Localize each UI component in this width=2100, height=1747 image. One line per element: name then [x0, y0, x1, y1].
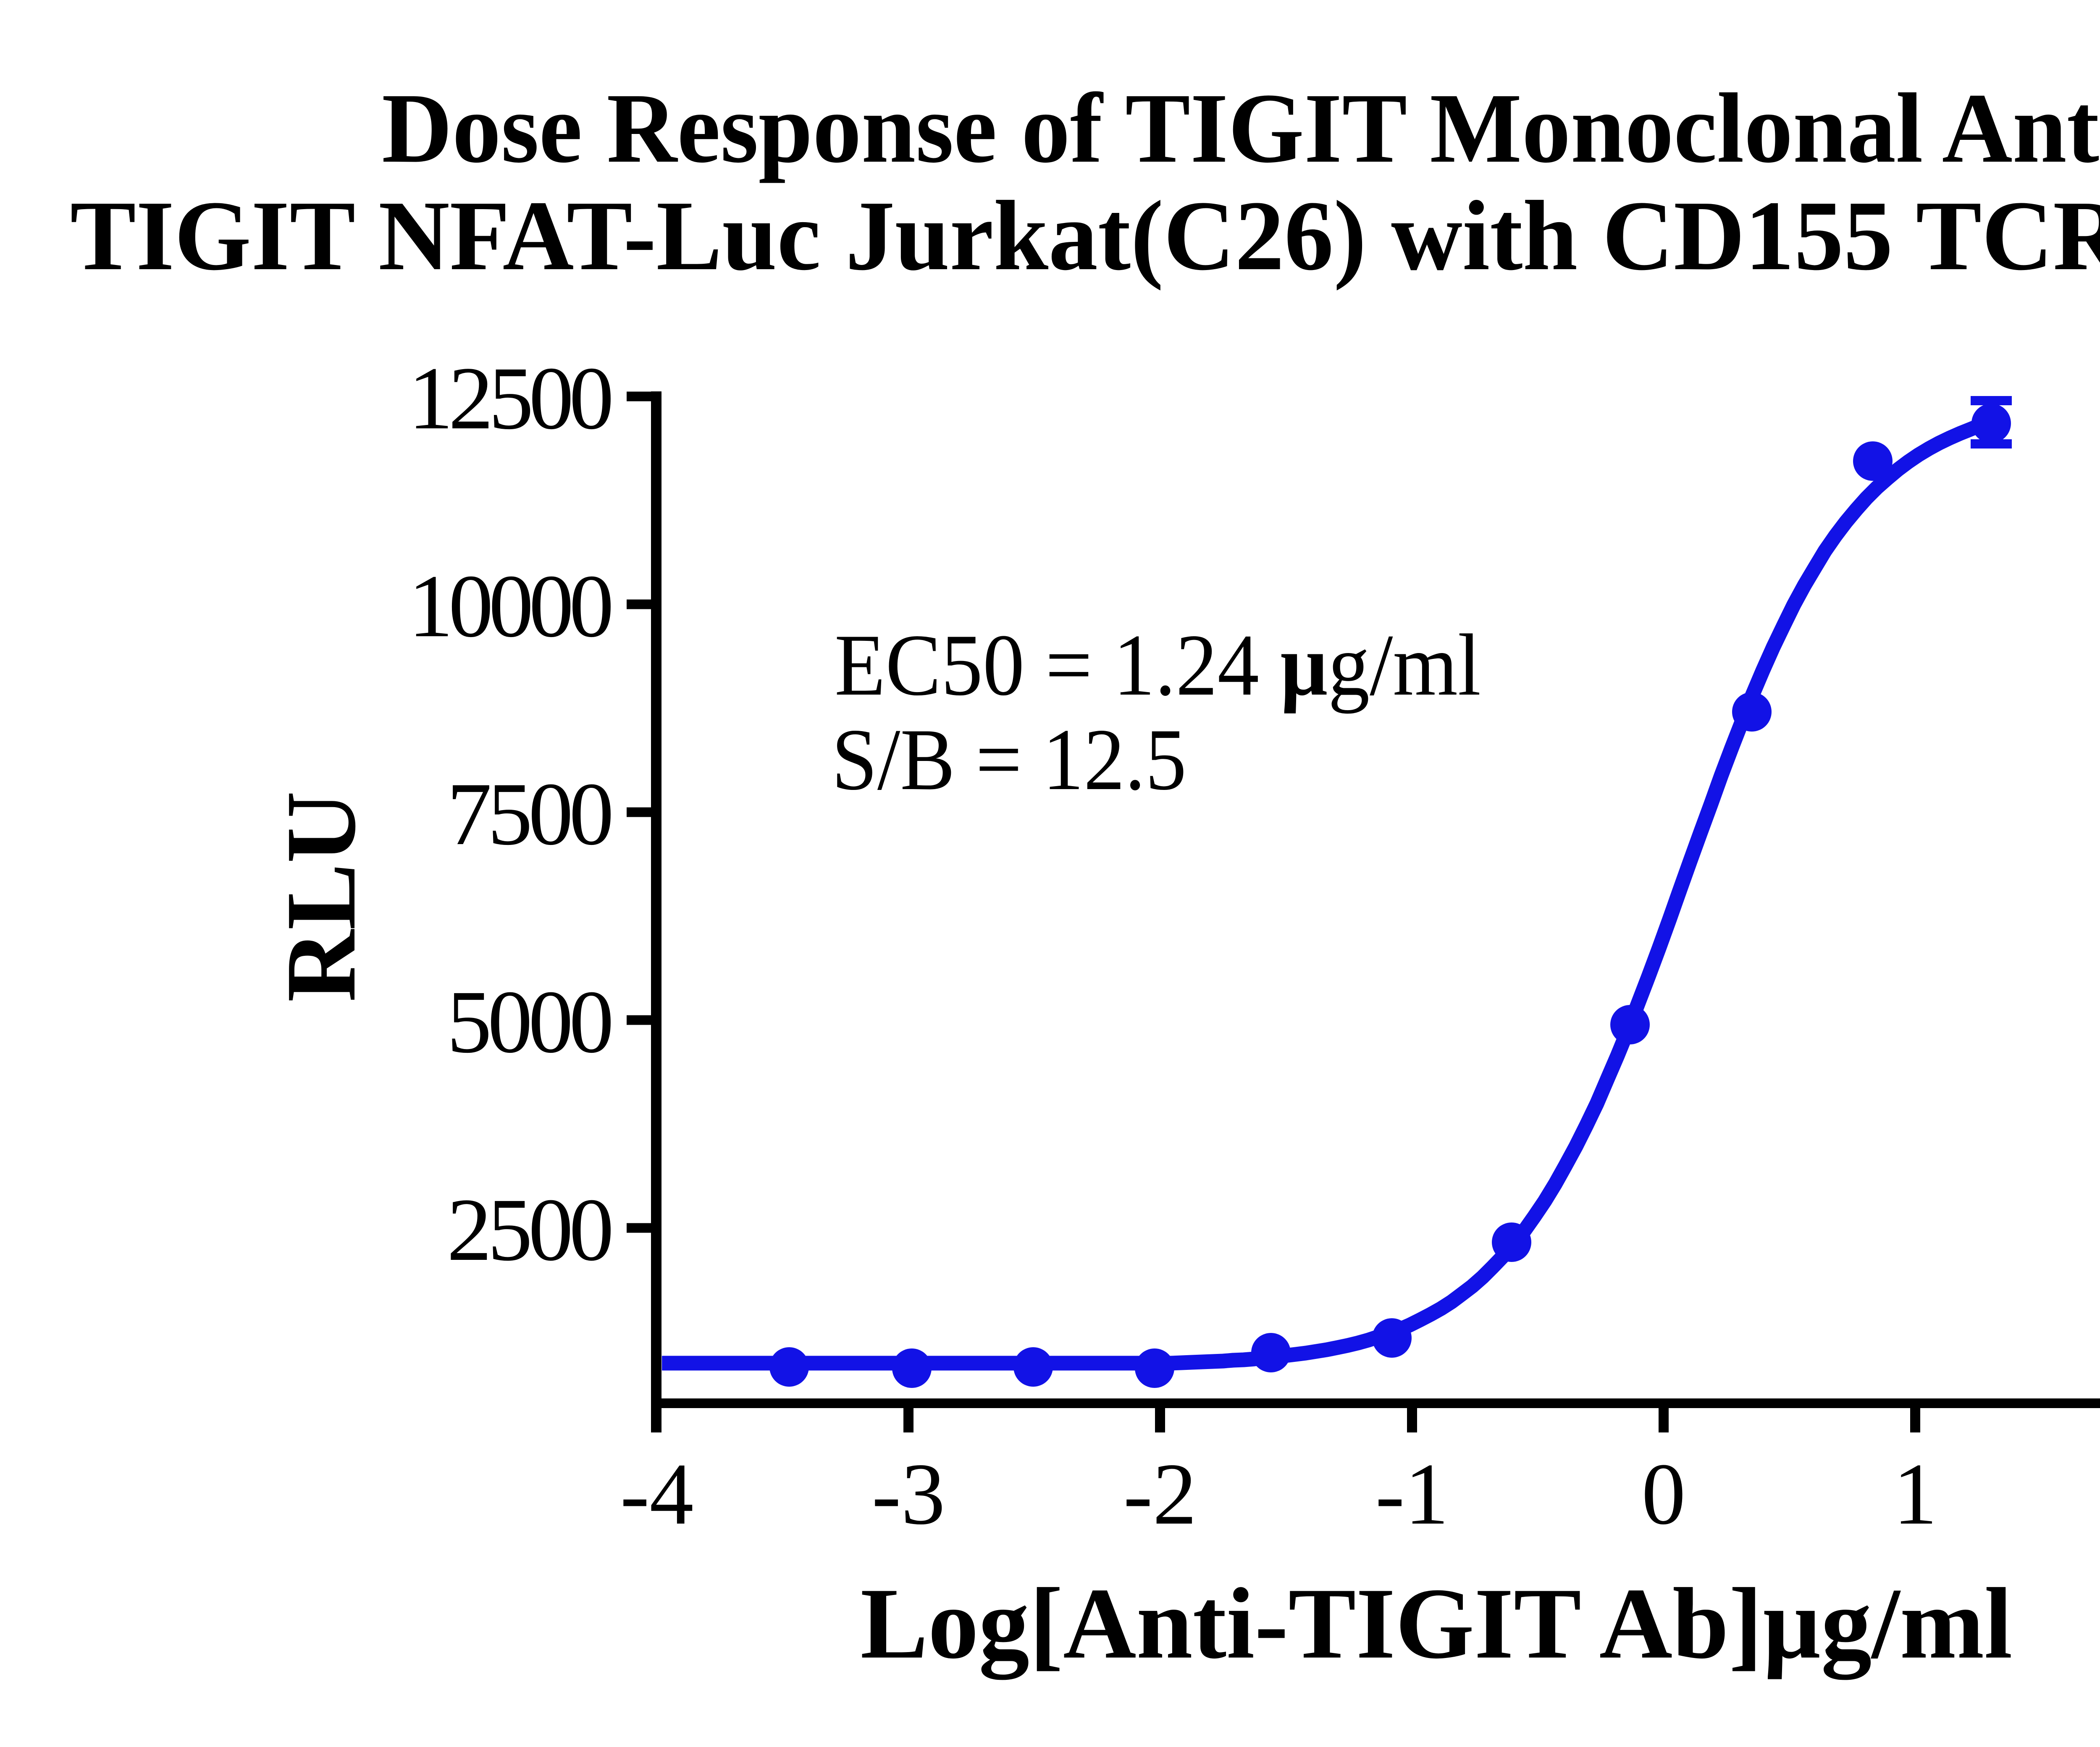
- svg-text:S/B = 12.5: S/B = 12.5: [832, 711, 1186, 808]
- svg-text:2500: 2500: [447, 1180, 614, 1280]
- svg-text:5000: 5000: [447, 972, 614, 1072]
- svg-text:-4: -4: [620, 1445, 694, 1543]
- svg-text:TIGIT NFAT-Luc Jurkat(C26) wit: TIGIT NFAT-Luc Jurkat(C26) with CD155 TC…: [70, 181, 2100, 291]
- svg-text:12500: 12500: [408, 349, 614, 448]
- svg-text:Dose Response of TIGIT Monoclo: Dose Response of TIGIT Monoclonal Antibo…: [382, 73, 2100, 184]
- svg-text:RLU: RLU: [266, 791, 376, 1002]
- svg-text:Log[Anti-TIGIT Ab]µg/ml: Log[Anti-TIGIT Ab]µg/ml: [861, 1567, 2013, 1680]
- svg-text:1: 1: [1893, 1445, 1937, 1543]
- svg-text:7500: 7500: [447, 764, 614, 864]
- svg-text:0: 0: [1642, 1445, 1686, 1543]
- svg-text:-2: -2: [1124, 1445, 1197, 1543]
- svg-text:-1: -1: [1376, 1445, 1449, 1543]
- svg-text:EC50 = 1.24 µg/ml: EC50 = 1.24 µg/ml: [835, 616, 1481, 714]
- svg-text:-3: -3: [872, 1445, 945, 1543]
- svg-text:10000: 10000: [408, 556, 614, 656]
